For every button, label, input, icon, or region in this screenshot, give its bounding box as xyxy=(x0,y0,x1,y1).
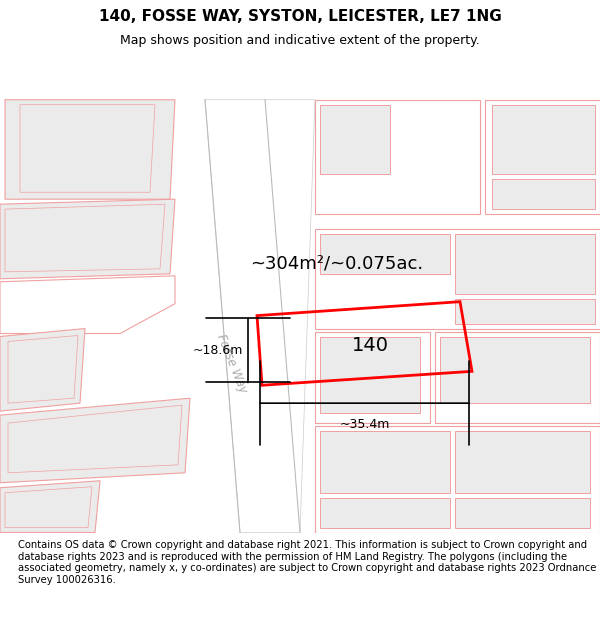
Polygon shape xyxy=(440,336,590,403)
Polygon shape xyxy=(315,100,480,214)
Polygon shape xyxy=(315,426,600,532)
Polygon shape xyxy=(315,229,600,329)
Polygon shape xyxy=(485,100,600,214)
Polygon shape xyxy=(0,329,85,411)
Polygon shape xyxy=(320,498,450,528)
Polygon shape xyxy=(20,105,155,192)
Polygon shape xyxy=(315,331,430,423)
Polygon shape xyxy=(492,179,595,209)
Polygon shape xyxy=(320,105,390,174)
Text: 140, FOSSE WAY, SYSTON, LEICESTER, LE7 1NG: 140, FOSSE WAY, SYSTON, LEICESTER, LE7 1… xyxy=(98,9,502,24)
Polygon shape xyxy=(320,234,450,274)
Polygon shape xyxy=(0,276,175,334)
Polygon shape xyxy=(5,204,165,272)
Polygon shape xyxy=(435,331,600,423)
Polygon shape xyxy=(455,299,595,324)
Polygon shape xyxy=(0,199,175,279)
Polygon shape xyxy=(455,498,590,528)
Polygon shape xyxy=(320,336,420,413)
Text: 140: 140 xyxy=(352,336,389,355)
Text: Fosse Way: Fosse Way xyxy=(214,332,250,395)
Polygon shape xyxy=(5,100,175,199)
Polygon shape xyxy=(455,431,590,492)
Text: Map shows position and indicative extent of the property.: Map shows position and indicative extent… xyxy=(120,34,480,47)
Polygon shape xyxy=(8,405,182,472)
Text: ~304m²/~0.075ac.: ~304m²/~0.075ac. xyxy=(250,255,423,273)
Polygon shape xyxy=(0,481,100,532)
Text: Contains OS data © Crown copyright and database right 2021. This information is : Contains OS data © Crown copyright and d… xyxy=(18,540,596,585)
Polygon shape xyxy=(5,487,92,528)
Polygon shape xyxy=(455,234,595,294)
Polygon shape xyxy=(8,336,78,403)
Polygon shape xyxy=(205,100,315,532)
Text: ~18.6m: ~18.6m xyxy=(193,344,243,357)
Polygon shape xyxy=(0,398,190,482)
Polygon shape xyxy=(320,431,450,492)
Text: ~35.4m: ~35.4m xyxy=(340,418,389,431)
Polygon shape xyxy=(492,105,595,174)
